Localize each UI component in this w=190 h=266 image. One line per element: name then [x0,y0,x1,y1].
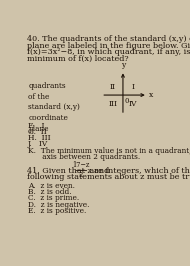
Text: following statements about z must be true?: following statements about z must be tru… [27,173,190,181]
Text: x: x [149,91,154,99]
Text: C.  z is prime.: C. z is prime. [28,194,79,202]
Text: f(x)=3x²−8, in which quadrant, if any, is the: f(x)=3x²−8, in which quadrant, if any, i… [27,48,190,56]
Text: I: I [131,82,135,91]
Text: quadrants
of the
standard (x,y)
coordinate
plane: quadrants of the standard (x,y) coordina… [28,82,80,133]
Text: F.   I: F. I [28,122,44,130]
Text: II: II [110,82,116,91]
Text: G.  II: G. II [28,128,46,136]
Text: 2: 2 [79,171,83,178]
Text: are integers, which of the: are integers, which of the [86,167,190,175]
Text: 0: 0 [124,97,129,105]
Text: H.  III: H. III [28,134,50,142]
Text: IV: IV [129,99,137,107]
Text: y: y [121,61,125,69]
Text: K.  The minimum value is not in a quadrant; it is on an: K. The minimum value is not in a quadran… [28,147,190,155]
Text: III: III [108,99,117,107]
Text: E.  z is positive.: E. z is positive. [28,207,86,215]
Text: 41. Given that z and: 41. Given that z and [27,167,109,175]
Text: D.  z is negative.: D. z is negative. [28,201,89,209]
Text: A.  z is even.: A. z is even. [28,182,75,190]
Text: 40. The quadrants of the standard (x,y) coordinate: 40. The quadrants of the standard (x,y) … [27,35,190,43]
Text: axis between 2 quadrants.: axis between 2 quadrants. [28,153,140,161]
Text: plane are labeled in the figure below. Given that: plane are labeled in the figure below. G… [27,41,190,49]
Text: B.  z is odd.: B. z is odd. [28,188,71,196]
Text: J.   IV: J. IV [28,140,48,148]
Text: minimum of f(x) located?: minimum of f(x) located? [27,55,128,63]
Text: 17−z: 17−z [72,161,89,169]
